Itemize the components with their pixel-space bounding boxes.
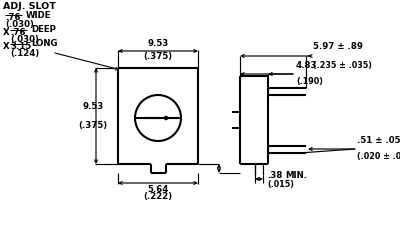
Text: (.020 ± .002): (.020 ± .002): [357, 152, 400, 161]
Text: 5.64: 5.64: [147, 185, 169, 194]
Text: 3.15: 3.15: [10, 42, 31, 51]
Text: .76: .76: [5, 13, 20, 22]
Text: 9.53: 9.53: [82, 102, 104, 111]
Text: MIN.: MIN.: [285, 171, 307, 181]
Text: 9.53: 9.53: [147, 39, 169, 48]
Text: 4.83: 4.83: [296, 61, 318, 70]
Text: (.375): (.375): [78, 121, 108, 130]
Text: .38: .38: [267, 171, 282, 181]
Text: LONG: LONG: [31, 40, 58, 48]
Text: (.030): (.030): [10, 35, 39, 44]
Text: X: X: [3, 28, 10, 37]
Text: ADJ. SLOT: ADJ. SLOT: [3, 2, 56, 11]
Text: (.235 ± .035): (.235 ± .035): [313, 61, 372, 70]
Text: .76: .76: [10, 28, 26, 37]
Text: (.375): (.375): [144, 52, 172, 61]
Text: X: X: [3, 42, 10, 51]
Text: (.124): (.124): [10, 49, 39, 58]
Text: .51 ± .05: .51 ± .05: [357, 136, 400, 145]
Text: (.190): (.190): [296, 77, 323, 86]
Text: WIDE: WIDE: [26, 11, 52, 19]
Text: (.015): (.015): [267, 181, 294, 189]
Text: (.030): (.030): [5, 20, 34, 29]
Text: DEEP: DEEP: [31, 26, 56, 34]
Text: (.222): (.222): [144, 192, 172, 201]
Text: 5.97 ± .89: 5.97 ± .89: [313, 42, 363, 51]
